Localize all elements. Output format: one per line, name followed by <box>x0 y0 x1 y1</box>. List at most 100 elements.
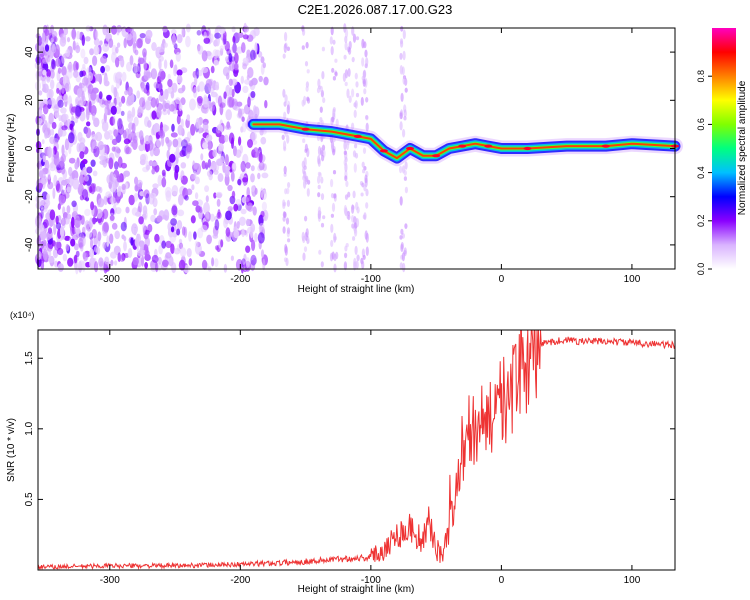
spectrogram-cell <box>53 223 57 236</box>
spectrogram-cell <box>59 156 65 168</box>
spectrogram-cell <box>114 178 118 188</box>
spectrogram-peak <box>523 146 532 151</box>
spectrogram-cell <box>46 76 51 83</box>
spectrogram-cell <box>284 188 288 195</box>
spectrogram-cell <box>37 118 43 125</box>
spectrogram-cell <box>171 123 175 132</box>
spectrogram-cell <box>251 239 256 252</box>
spectrogram-cell <box>283 140 287 151</box>
spectrogram-cell <box>303 179 307 189</box>
spectrogram-cell <box>302 28 306 36</box>
spectrogram-cell <box>344 175 348 182</box>
spectrogram-cell <box>304 231 308 241</box>
spectrogram-cell <box>170 243 175 254</box>
spectrogram-cell <box>334 58 338 63</box>
spectrogram-cell <box>333 253 337 262</box>
spectrogram-cell <box>252 257 257 265</box>
spectrogram-cell <box>99 40 103 46</box>
spectrogram-cell <box>177 87 185 94</box>
spectrogram-cell <box>47 169 51 180</box>
spectrogram-cell <box>130 92 135 105</box>
spectrogram-cell <box>38 90 43 96</box>
spectrogram-cell <box>116 175 123 183</box>
spectrogram-cell <box>330 239 334 248</box>
spectrogram-cell <box>258 161 265 171</box>
spectrogram-peak <box>301 127 310 131</box>
spectrogram-cell <box>220 239 224 248</box>
spectrogram-cell <box>150 97 157 108</box>
spectrogram-cell <box>71 216 75 229</box>
spectrogram-cell <box>53 36 58 43</box>
spectrogram-cell <box>247 139 253 148</box>
spectrogram-cell <box>218 143 224 152</box>
spectrogram-cell <box>98 91 103 100</box>
spectrogram-cell <box>403 169 407 176</box>
spectrogram-cell <box>230 171 235 182</box>
spectrogram-cell <box>215 130 222 138</box>
spectrogram-cell <box>110 251 117 259</box>
spectrogram-cell <box>253 26 260 37</box>
spectrogram-cell <box>139 33 146 39</box>
spectrogram-cell <box>201 67 209 74</box>
spectrogram-cell <box>50 24 54 34</box>
spectrogram-cell <box>317 78 321 88</box>
spectrogram-cell <box>92 55 98 67</box>
spectrogram-cell <box>363 212 367 221</box>
spectrogram-cell <box>175 97 181 105</box>
spectrogram-cell <box>116 42 121 48</box>
spectrogram-cell <box>138 216 144 225</box>
spectrogram-cell <box>243 25 249 33</box>
spectrogram-cell <box>365 115 369 120</box>
spectrogram-cell <box>153 208 158 216</box>
spectrogram-cell <box>37 182 43 189</box>
spectrogram-cell <box>65 243 70 252</box>
spectrogram-cell <box>95 30 99 39</box>
spectrogram-cell <box>286 46 290 52</box>
spectrogram-cell <box>72 177 80 190</box>
spectrogram-cell <box>130 237 134 246</box>
spectrogram-cell <box>343 150 347 155</box>
spectrogram-cell <box>59 36 67 47</box>
spectrogram-cell <box>343 159 347 166</box>
spectrogram-cell <box>354 245 358 255</box>
spectrogram-cell <box>87 71 93 82</box>
spectrogram-cell <box>317 184 321 190</box>
spectrogram-cell <box>77 100 84 108</box>
spectrogram-cell <box>138 144 145 152</box>
spectrogram-cell <box>64 235 71 241</box>
spectrogram-cell <box>99 159 107 165</box>
spectrogram-cell <box>144 141 151 153</box>
spectrogram-cell <box>400 228 404 235</box>
spectrogram-cell <box>216 211 222 220</box>
spectrogram-cell <box>176 34 183 44</box>
spectrogram-cell <box>60 217 66 226</box>
spectrogram-cell <box>55 44 61 57</box>
spectrogram-cell <box>167 79 173 88</box>
spectrogram-cell <box>183 137 191 143</box>
spectrogram-cell <box>39 200 44 210</box>
spectrogram-cell <box>175 51 181 62</box>
spectrogram-cell <box>333 263 337 273</box>
spectrogram-cell <box>399 112 403 120</box>
spectrogram-cell <box>321 154 325 162</box>
spectrogram-cell <box>40 207 48 213</box>
spectrogram-cell <box>351 56 355 63</box>
spectrogram-cell <box>344 194 349 200</box>
spectrogram-cell <box>202 96 210 108</box>
spectrogram-cell <box>73 260 78 270</box>
spectrogram-cell <box>351 122 355 130</box>
spectrogram-cell <box>131 207 138 216</box>
spectrogram-cell <box>282 199 286 207</box>
spectrogram-cell <box>114 230 120 240</box>
spectrogram-cell <box>56 87 60 94</box>
spectrogram-cell <box>163 59 168 69</box>
colorbar-tick-label: 0.2 <box>696 215 706 228</box>
y-tick-label: 40 <box>24 46 35 58</box>
spectrogram-cell <box>55 57 61 67</box>
spectrogram-cell <box>139 97 146 108</box>
spectrogram-cell <box>110 25 118 35</box>
spectrogram-cell <box>360 96 364 106</box>
spectrogram-cell <box>332 148 336 156</box>
spectrogram-cell <box>404 223 408 230</box>
spectrogram-cell <box>102 43 110 52</box>
